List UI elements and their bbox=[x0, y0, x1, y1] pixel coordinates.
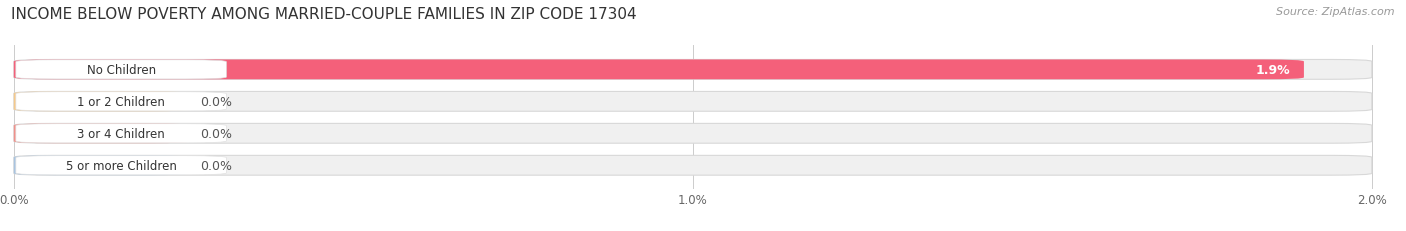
FancyBboxPatch shape bbox=[14, 124, 190, 144]
Text: 0.0%: 0.0% bbox=[201, 127, 232, 140]
Text: 0.0%: 0.0% bbox=[201, 159, 232, 172]
FancyBboxPatch shape bbox=[14, 60, 1372, 80]
FancyBboxPatch shape bbox=[15, 92, 226, 111]
FancyBboxPatch shape bbox=[15, 156, 226, 175]
Text: 0.0%: 0.0% bbox=[201, 95, 232, 108]
FancyBboxPatch shape bbox=[15, 124, 226, 143]
Text: 1 or 2 Children: 1 or 2 Children bbox=[77, 95, 165, 108]
Text: Source: ZipAtlas.com: Source: ZipAtlas.com bbox=[1277, 7, 1395, 17]
Text: 5 or more Children: 5 or more Children bbox=[66, 159, 177, 172]
FancyBboxPatch shape bbox=[14, 92, 1372, 112]
FancyBboxPatch shape bbox=[14, 156, 190, 175]
Text: No Children: No Children bbox=[87, 64, 156, 76]
Text: 1.9%: 1.9% bbox=[1256, 64, 1291, 76]
FancyBboxPatch shape bbox=[14, 124, 1372, 144]
FancyBboxPatch shape bbox=[14, 156, 1372, 175]
FancyBboxPatch shape bbox=[15, 61, 226, 80]
FancyBboxPatch shape bbox=[14, 92, 190, 112]
FancyBboxPatch shape bbox=[14, 60, 1303, 80]
Text: INCOME BELOW POVERTY AMONG MARRIED-COUPLE FAMILIES IN ZIP CODE 17304: INCOME BELOW POVERTY AMONG MARRIED-COUPL… bbox=[11, 7, 637, 22]
Text: 3 or 4 Children: 3 or 4 Children bbox=[77, 127, 165, 140]
